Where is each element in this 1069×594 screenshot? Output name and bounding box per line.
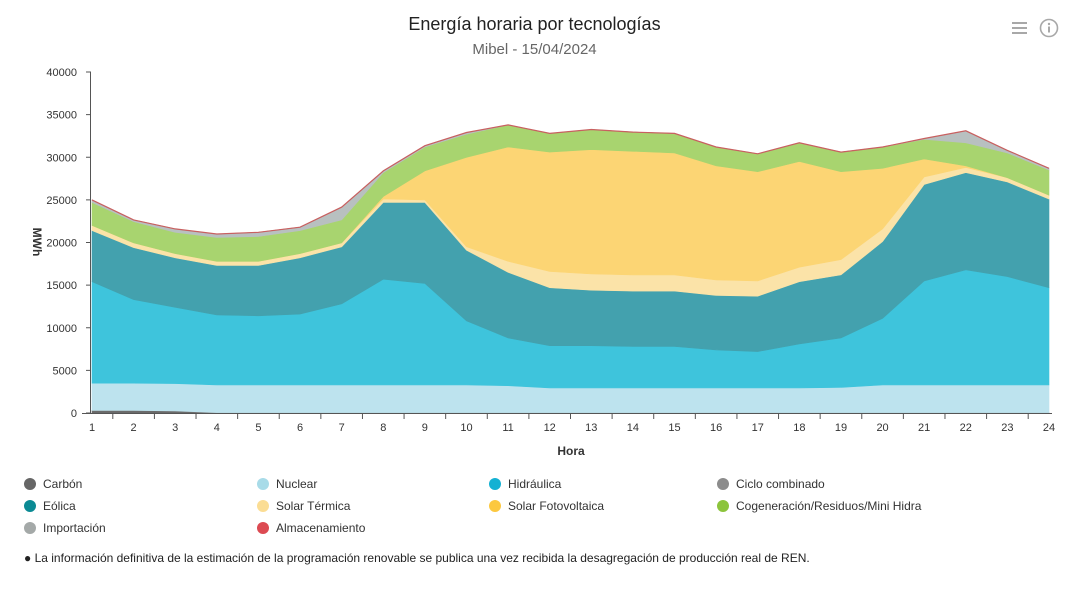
x-tick-label: 23 — [1001, 422, 1013, 434]
x-tick-label: 7 — [339, 422, 345, 434]
legend-item[interactable]: Almacenamiento — [257, 521, 365, 535]
y-tick-label: 25000 — [46, 195, 77, 207]
x-tick-label: 11 — [502, 422, 513, 434]
legend-label: Importación — [43, 521, 106, 535]
y-axis-title: MWh — [30, 228, 44, 257]
legend-dot-icon — [717, 500, 729, 512]
hamburger-menu-icon[interactable] — [1009, 17, 1031, 39]
footnote: ● La información definitiva de la estima… — [24, 551, 810, 565]
legend-item[interactable]: Carbón — [24, 477, 82, 491]
legend-item[interactable]: Importación — [24, 521, 106, 535]
legend-dot-icon — [257, 500, 269, 512]
x-tick-label: 19 — [835, 422, 847, 434]
x-tick-label: 5 — [255, 422, 261, 434]
legend-item[interactable]: Ciclo combinado — [717, 477, 825, 491]
legend-dot-icon — [489, 478, 501, 490]
x-tick-label: 20 — [876, 422, 888, 434]
x-axis-title: Hora — [557, 444, 585, 458]
line-almacenamiento — [91, 124, 1050, 235]
legend-label: Eólica — [43, 499, 76, 513]
x-tick-label: 17 — [752, 422, 764, 434]
axes: 0 5000 10000 15000 20000 25000 30000 35000 40000… — [46, 67, 1055, 434]
legend-item[interactable]: Nuclear — [257, 477, 317, 491]
area-layers — [91, 124, 1050, 414]
x-tick-label: 8 — [380, 422, 386, 434]
x-tick-label: 24 — [1043, 422, 1055, 434]
legend-label: Hidráulica — [508, 477, 562, 491]
legend-item[interactable]: Solar Térmica — [257, 499, 350, 513]
legend-label: Solar Térmica — [276, 499, 351, 513]
x-tick-label: 1 — [89, 422, 95, 434]
x-tick-label: 18 — [793, 422, 805, 434]
y-tick-label: 40000 — [46, 67, 77, 79]
x-tick-label: 2 — [131, 422, 137, 434]
chart-title: Energía horaria por tecnologías — [408, 14, 661, 34]
legend-dot-icon — [24, 500, 36, 512]
y-tick-label: 0 — [71, 408, 77, 420]
x-tick-label: 10 — [460, 422, 472, 434]
y-tick-label: 5000 — [53, 365, 77, 377]
legend-label: Carbón — [43, 477, 83, 491]
stacked-area-chart: 0 5000 10000 15000 20000 25000 30000 35000 40000… — [30, 67, 1055, 458]
x-tick-label: 12 — [544, 422, 556, 434]
y-tick-label: 30000 — [46, 152, 77, 164]
x-tick-label: 9 — [422, 422, 428, 434]
legend-item[interactable]: Solar Fotovoltaica — [489, 499, 604, 513]
info-circle-icon[interactable] — [1038, 17, 1060, 39]
x-tick-label: 21 — [918, 422, 930, 434]
x-tick-label: 6 — [297, 422, 303, 434]
legend-dot-icon — [489, 500, 501, 512]
x-tick-label: 16 — [710, 422, 722, 434]
x-tick-label: 3 — [172, 422, 178, 434]
chart-subtitle: Mibel - 15/04/2024 — [472, 41, 597, 58]
y-tick-label: 20000 — [46, 238, 77, 250]
y-tick-label: 10000 — [46, 323, 77, 335]
legend-item[interactable]: Eólica — [24, 499, 76, 513]
x-tick-label: 14 — [627, 422, 639, 434]
legend-dot-icon — [24, 478, 36, 490]
legend-label: Nuclear — [276, 477, 318, 491]
legend-label: Solar Fotovoltaica — [508, 499, 605, 513]
legend-label: Ciclo combinado — [736, 477, 825, 491]
legend-dot-icon — [257, 522, 269, 534]
legend-dot-icon — [24, 522, 36, 534]
legend-label: Cogeneración/Residuos/Mini Hidra — [736, 499, 922, 513]
legend-item[interactable]: Cogeneración/Residuos/Mini Hidra — [717, 499, 921, 513]
y-tick-label: 35000 — [46, 110, 77, 122]
y-tick-label: 15000 — [46, 280, 77, 292]
x-tick-label: 15 — [668, 422, 680, 434]
legend-item[interactable]: Hidráulica — [489, 477, 561, 491]
x-tick-label: 13 — [585, 422, 597, 434]
legend-dot-icon — [257, 478, 269, 490]
legend-label: Almacenamiento — [276, 521, 366, 535]
x-tick-label: 4 — [214, 422, 220, 434]
legend-dot-icon — [717, 478, 729, 490]
x-tick-label: 22 — [960, 422, 972, 434]
